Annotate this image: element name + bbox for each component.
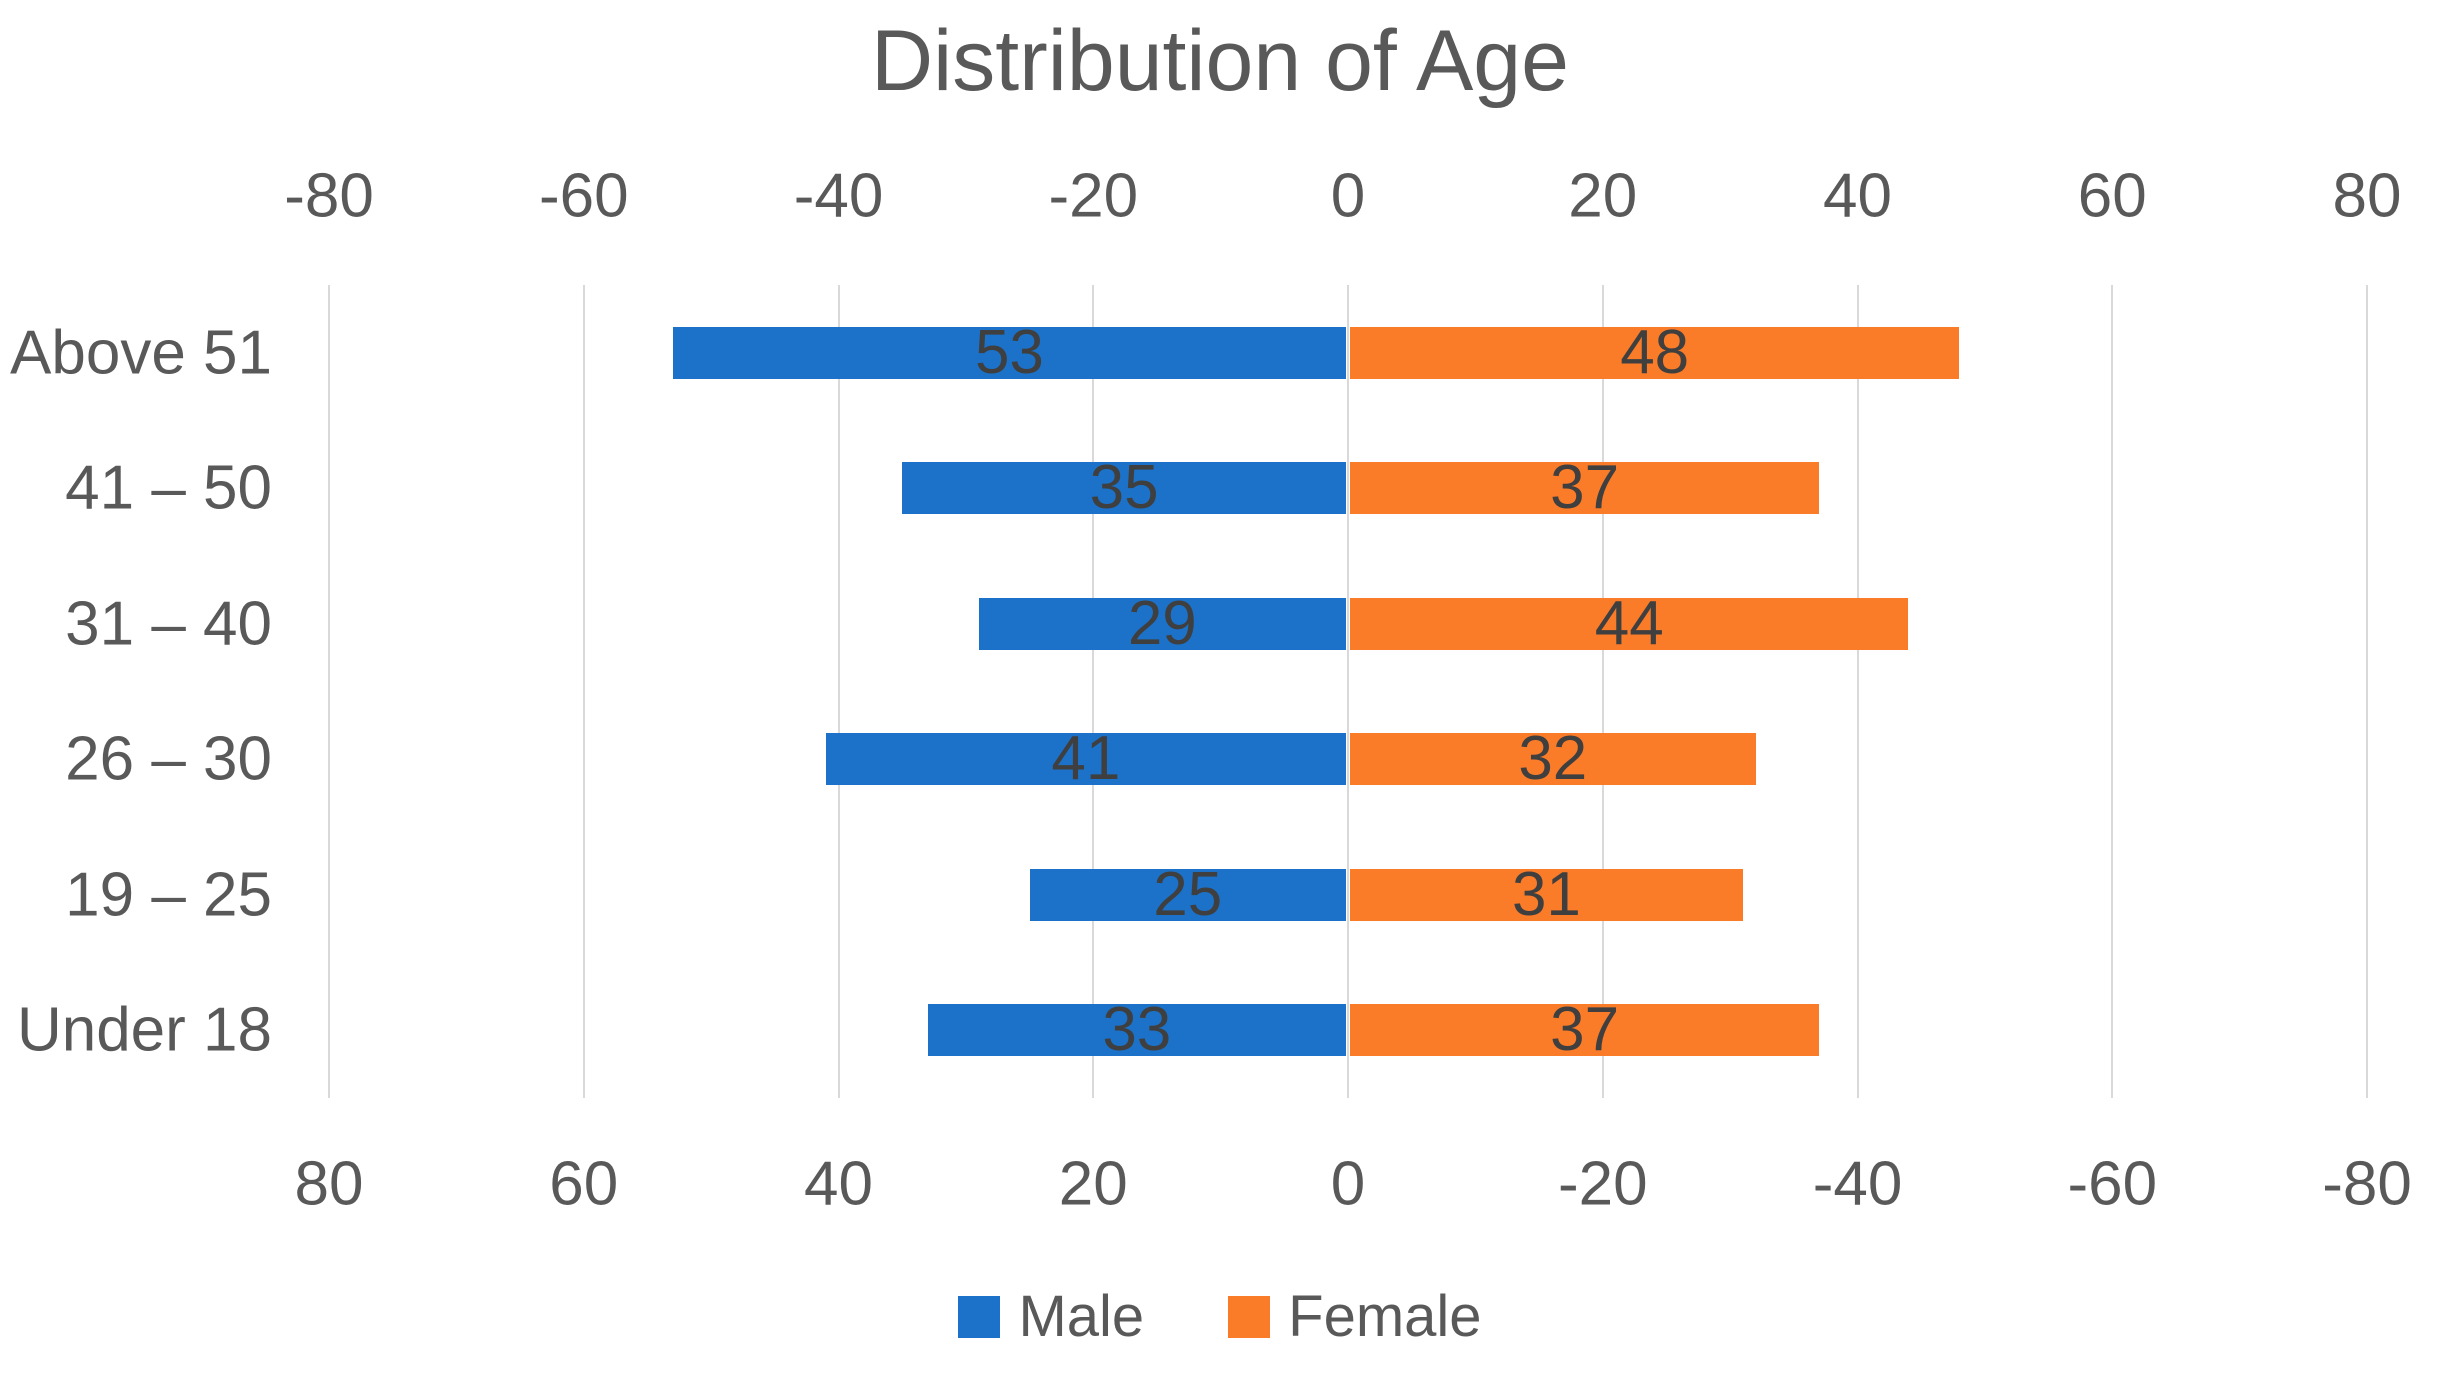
gridline [582, 285, 585, 1098]
category-label: Above 51 [10, 318, 272, 388]
bar-value-label: 25 [1153, 859, 1223, 929]
female-bar: 48 [1350, 321, 1960, 383]
bottom-axis-tick: 80 [294, 1149, 364, 1219]
legend-swatch-female [1228, 1296, 1271, 1338]
bottom-axis-tick: 20 [1058, 1149, 1128, 1219]
bar-value-label: 41 [1051, 724, 1121, 794]
female-bar: 37 [1350, 999, 1820, 1061]
gridline [2111, 285, 2114, 1098]
legend-item-male: Male [958, 1288, 1144, 1346]
bottom-axis-tick: 40 [804, 1149, 873, 1219]
top-axis-tick: -20 [1048, 161, 1139, 231]
gridline [1347, 285, 1349, 1098]
top-axis-tick: -80 [284, 161, 374, 231]
bar-value-label: 33 [1102, 995, 1172, 1065]
category-label: Under 18 [16, 995, 272, 1065]
gridline [1092, 285, 1095, 1098]
category-label: 26 – 30 [65, 724, 272, 794]
female-bar: 37 [1350, 457, 1820, 519]
bar-value-label: 31 [1511, 859, 1581, 929]
bar-value-label: 48 [1620, 317, 1690, 387]
legend: Male Female [0, 1288, 2440, 1346]
category-label: 31 – 40 [65, 589, 272, 659]
bar-value-label: 44 [1594, 588, 1664, 658]
female-bar: 32 [1350, 728, 1756, 790]
female-bar: 44 [1350, 592, 1909, 654]
male-bar: 25 [1029, 863, 1346, 925]
bottom-axis-tick: 0 [1330, 1149, 1366, 1219]
male-bar: 41 [825, 728, 1346, 790]
bottom-axis-tick: -40 [1812, 1149, 1903, 1219]
bar-value-label: 37 [1550, 995, 1620, 1065]
bar-value-label: 32 [1518, 724, 1588, 794]
male-bar: 29 [978, 592, 1346, 654]
top-axis-tick: 20 [1568, 161, 1638, 231]
male-bar: 33 [927, 999, 1346, 1061]
bar-value-label: 53 [974, 317, 1044, 387]
top-axis-tick: -60 [538, 161, 629, 231]
bottom-axis-tick: -80 [2322, 1149, 2412, 1219]
bar-value-label: 35 [1089, 453, 1159, 523]
top-axis-tick: -40 [793, 161, 884, 231]
legend-swatch-male [958, 1296, 1001, 1338]
top-axis-tick: 40 [1823, 161, 1892, 231]
bottom-axis-tick: -20 [1557, 1149, 1648, 1219]
male-bar: 53 [672, 321, 1346, 383]
gridline [837, 285, 840, 1098]
male-bar: 35 [902, 457, 1346, 519]
legend-label: Male [1018, 1284, 1145, 1349]
gridline [328, 285, 330, 1098]
gridline [1856, 285, 1859, 1098]
female-bar: 31 [1350, 863, 1743, 925]
top-axis-tick: 80 [2332, 161, 2402, 231]
category-label: 41 – 50 [65, 453, 272, 523]
legend-label: Female [1288, 1284, 1482, 1349]
top-axis-tick: 0 [1330, 161, 1366, 231]
category-label: 19 – 25 [65, 860, 272, 930]
gridline [2366, 285, 2368, 1098]
bottom-axis-tick: -60 [2067, 1149, 2158, 1219]
bar-value-label: 29 [1127, 588, 1197, 658]
top-axis-tick: 60 [2077, 161, 2147, 231]
bar-value-label: 37 [1550, 453, 1620, 523]
bottom-axis-tick: 60 [549, 1149, 619, 1219]
gridline [1601, 285, 1604, 1098]
legend-item-female: Female [1228, 1284, 1482, 1349]
chart-title: Distribution of Age [871, 13, 1569, 109]
